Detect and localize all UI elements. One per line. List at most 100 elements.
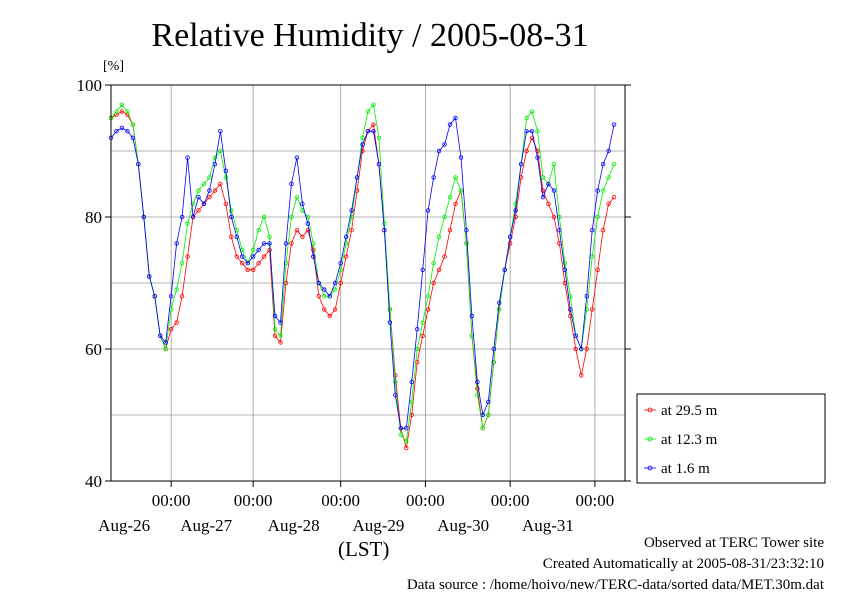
data-point — [343, 254, 349, 259]
data-point — [502, 267, 507, 272]
data-point — [130, 135, 136, 140]
data-point — [289, 241, 294, 246]
series-line — [110, 103, 615, 443]
data-point — [524, 148, 529, 154]
data-point — [475, 379, 480, 385]
data-point — [535, 148, 540, 154]
data-point — [322, 294, 327, 299]
data-point — [393, 379, 398, 385]
data-point — [606, 175, 611, 180]
data-point — [272, 313, 278, 319]
data-point — [371, 122, 376, 127]
data-point — [415, 327, 420, 332]
data-point — [382, 221, 387, 226]
data-point — [212, 161, 218, 167]
data-point — [595, 214, 600, 220]
series-line — [110, 117, 615, 429]
data-point — [147, 274, 152, 279]
data-point — [196, 194, 201, 200]
series-layer — [108, 102, 617, 451]
data-point — [546, 181, 551, 187]
data-point — [611, 194, 617, 200]
data-point — [311, 247, 316, 253]
data-point — [376, 135, 382, 140]
data-point — [524, 115, 529, 121]
data-point — [387, 320, 393, 325]
y-tick-label: 40 — [85, 472, 102, 491]
legend-swatch-marker — [647, 407, 653, 413]
data-point — [420, 267, 425, 272]
data-point — [223, 168, 229, 173]
data-point — [185, 221, 190, 226]
x-tick-date-label: Aug-31 — [522, 516, 574, 535]
data-point — [190, 201, 196, 206]
data-point — [425, 307, 431, 312]
data-point — [294, 155, 300, 160]
data-point — [196, 208, 201, 213]
data-point — [343, 234, 349, 239]
data-point — [119, 109, 125, 114]
data-point — [480, 412, 486, 418]
data-point — [409, 379, 414, 385]
data-point — [475, 386, 480, 391]
data-point — [261, 214, 267, 220]
data-point — [158, 333, 163, 338]
data-point — [163, 340, 168, 345]
legend-swatch-marker — [647, 465, 653, 471]
data-point — [168, 327, 174, 332]
x-tick-time-label: 00:00 — [234, 491, 273, 510]
grid — [111, 85, 625, 481]
data-point — [294, 194, 300, 200]
data-point — [611, 161, 617, 167]
x-tick-date-label: Aug-28 — [268, 516, 320, 535]
data-point — [327, 294, 332, 299]
data-point — [584, 307, 589, 312]
data-point — [218, 148, 223, 154]
data-point — [261, 241, 267, 246]
data-point — [453, 201, 458, 206]
data-point — [130, 122, 136, 127]
data-point — [497, 307, 502, 312]
data-point — [250, 247, 256, 253]
x-tick-time-label: 00:00 — [321, 491, 360, 510]
data-point — [267, 241, 272, 246]
data-point — [464, 227, 469, 233]
data-point — [431, 280, 436, 286]
data-point — [568, 307, 573, 312]
data-point — [551, 214, 557, 220]
data-point — [584, 346, 589, 352]
legend: at 29.5 m at 12.3 m at 1.6 m — [636, 393, 826, 484]
data-point — [447, 227, 453, 233]
data-point — [436, 267, 442, 272]
data-point — [179, 214, 185, 220]
data-point — [168, 294, 174, 299]
data-point — [540, 175, 546, 180]
chart-title: Relative Humidity / 2005-08-31 — [151, 17, 588, 54]
data-point — [425, 208, 431, 213]
data-point — [595, 188, 600, 193]
data-point — [398, 426, 404, 431]
legend-box — [636, 393, 826, 484]
data-point — [294, 227, 300, 233]
data-point — [420, 320, 425, 325]
data-point — [589, 307, 595, 312]
x-ticks: 00:00Aug-2600:00Aug-2700:00Aug-2800:00Au… — [98, 481, 614, 535]
plot-frame — [110, 84, 626, 482]
data-point — [551, 161, 557, 167]
data-point — [436, 234, 442, 239]
data-point — [573, 346, 578, 352]
data-point — [415, 360, 420, 365]
series-group — [108, 115, 617, 431]
data-point — [174, 241, 179, 246]
data-point — [365, 128, 371, 134]
data-point — [240, 261, 245, 266]
data-point — [611, 122, 617, 127]
data-point — [491, 346, 496, 352]
data-point — [360, 142, 365, 147]
footer-created: Created Automatically at 2005-08-31/23:3… — [542, 556, 824, 572]
data-point — [174, 320, 179, 325]
data-point — [267, 234, 272, 239]
data-point — [250, 254, 256, 259]
data-point — [529, 128, 535, 134]
